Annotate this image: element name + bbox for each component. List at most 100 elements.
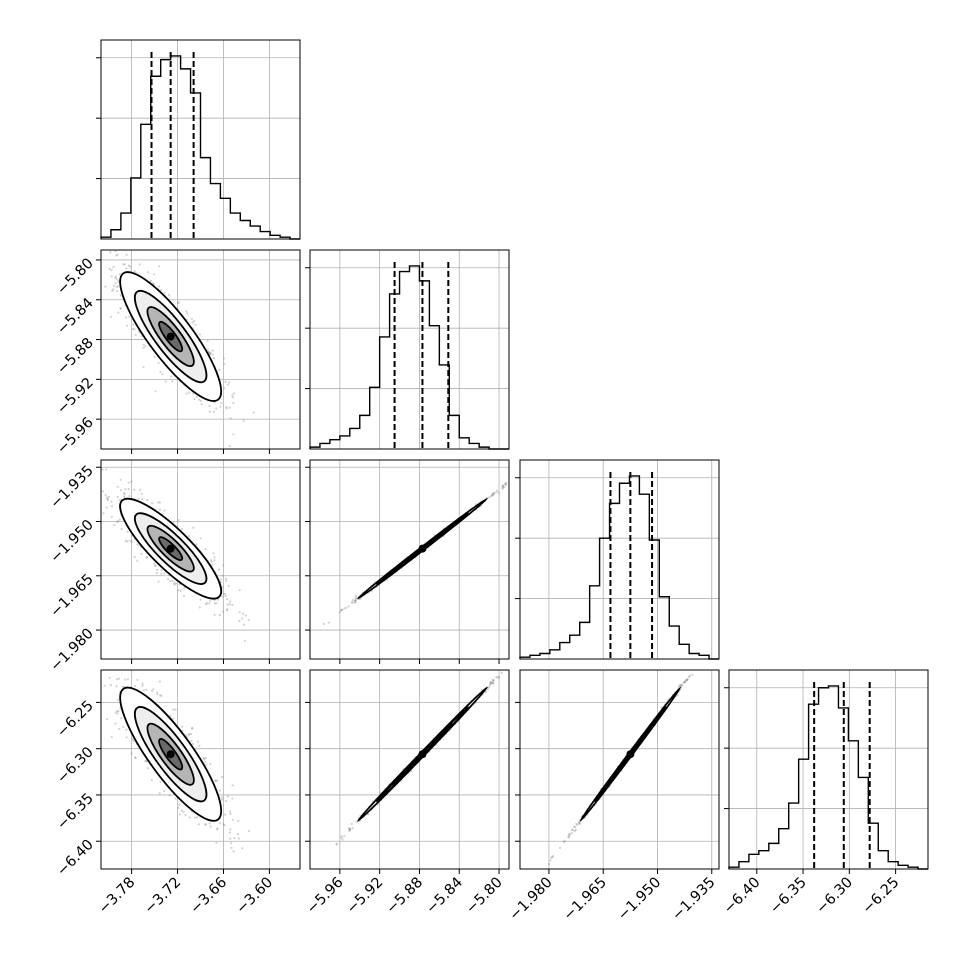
sample-point (180, 809, 183, 812)
histogram-step (309, 265, 509, 450)
sample-point (131, 327, 134, 330)
x-tick-label: −5.88 (384, 875, 427, 918)
sample-point (117, 311, 120, 314)
sample-point (487, 688, 490, 691)
sample-point (244, 614, 247, 617)
sample-point (154, 564, 157, 567)
sample-point (335, 843, 338, 846)
sample-point (116, 698, 119, 701)
sample-point (178, 813, 181, 816)
sample-point (177, 806, 180, 810)
sample-point (198, 744, 201, 748)
sample-point (130, 480, 133, 483)
y-tick-label: −6.30 (54, 744, 97, 787)
sample-point (112, 288, 115, 291)
sample-point (237, 819, 240, 823)
sample-point (226, 795, 229, 798)
sample-point (192, 526, 195, 529)
sample-point (205, 601, 209, 605)
sample-point (228, 831, 231, 834)
sample-point (188, 534, 191, 538)
sample-point (205, 763, 208, 766)
sample-point (145, 556, 148, 559)
sample-point (109, 315, 113, 318)
sample-point (208, 404, 211, 407)
sample-point (168, 794, 171, 797)
sample-point (340, 609, 343, 612)
sample-point (209, 352, 212, 355)
sample-point (199, 399, 202, 402)
sample-point (105, 468, 108, 471)
sample-point (500, 671, 503, 674)
sample-point (351, 601, 354, 604)
sample-point (209, 351, 212, 355)
sample-point (158, 501, 161, 504)
sample-point (171, 380, 174, 383)
sample-point (194, 816, 197, 819)
x-tick-label: −3.72 (142, 875, 185, 918)
sample-point (142, 366, 145, 369)
sample-point (101, 490, 105, 493)
sample-point (242, 419, 245, 422)
sample-point (163, 572, 166, 575)
sample-point (204, 548, 207, 551)
sample-point (174, 797, 177, 800)
sample-point (222, 592, 225, 596)
sample-point (214, 779, 217, 782)
sample-point (179, 589, 182, 592)
sample-point (345, 606, 348, 609)
sample-point (224, 813, 227, 816)
sample-point (195, 543, 198, 546)
sample-point (492, 678, 495, 682)
sample-point (231, 604, 234, 607)
sample-point (119, 307, 122, 310)
sample-point (220, 775, 224, 779)
sample-point (209, 599, 212, 602)
sample-point (191, 742, 194, 746)
sample-point (219, 822, 222, 825)
sample-point (229, 812, 232, 816)
sample-point (159, 780, 162, 783)
sample-point (142, 689, 145, 692)
sample-point (101, 468, 104, 471)
sample-point (495, 676, 498, 679)
sample-point (119, 307, 122, 310)
sample-point (215, 407, 218, 410)
sample-point (134, 684, 137, 687)
sample-point (185, 310, 188, 313)
scatter-panel: −5.96−5.92−5.88−5.84−5.80 (54, 249, 301, 458)
sample-point (203, 823, 207, 826)
sample-point (226, 603, 229, 606)
histogram-panel (515, 459, 720, 660)
sample-point (167, 578, 170, 581)
sample-point (185, 392, 188, 395)
sample-point (491, 494, 494, 497)
sample-point (110, 505, 114, 508)
sample-point (123, 495, 126, 498)
sample-point (115, 685, 118, 688)
sample-point (130, 540, 134, 543)
sample-point (231, 784, 234, 787)
y-tick-label: −5.96 (54, 415, 97, 458)
sample-point (186, 312, 189, 315)
sample-point (247, 618, 250, 621)
sample-point (118, 498, 121, 502)
sample-point (114, 722, 117, 725)
sample-point (230, 842, 233, 845)
sample-point (169, 580, 172, 583)
sample-point (127, 488, 130, 491)
sample-point (136, 559, 139, 562)
sample-point (180, 528, 183, 531)
y-tick-label: −1.965 (48, 571, 97, 620)
sample-point (322, 622, 325, 626)
sample-point (225, 577, 228, 580)
sample-point (187, 733, 190, 736)
sample-point (677, 685, 680, 688)
sample-point (136, 678, 139, 682)
sample-point (208, 351, 211, 354)
sample-point (104, 285, 107, 288)
sample-point (107, 495, 110, 499)
sample-point (118, 273, 121, 276)
sample-point (492, 682, 495, 685)
sample-point (117, 280, 120, 283)
